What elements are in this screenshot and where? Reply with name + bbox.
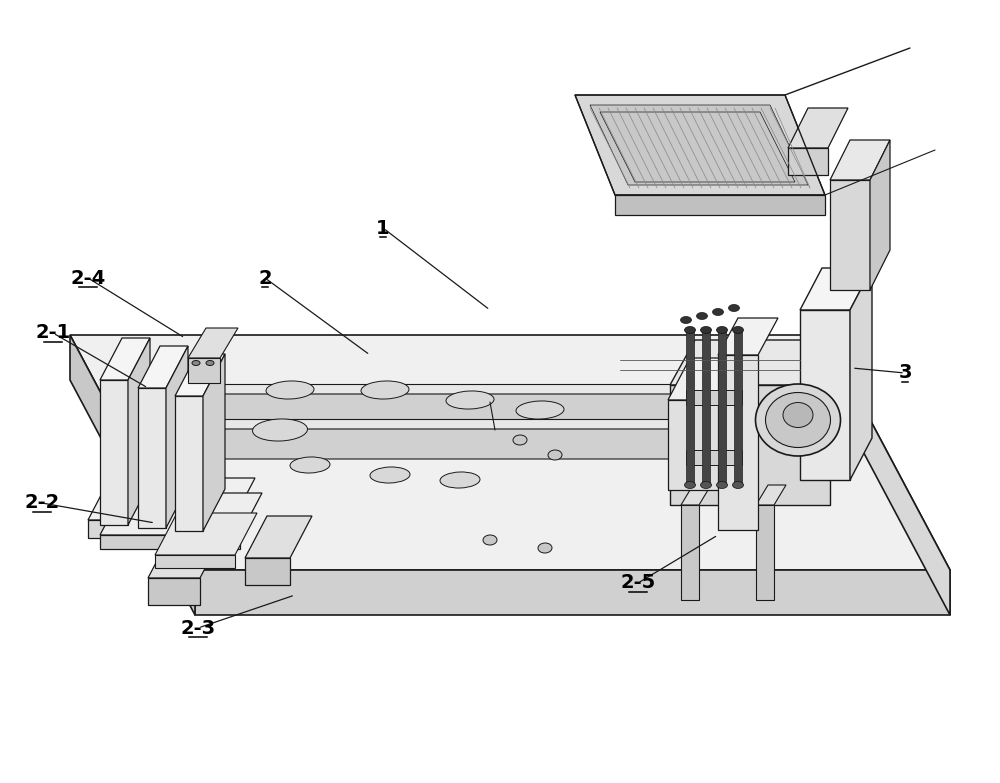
- Ellipse shape: [696, 312, 708, 319]
- Polygon shape: [800, 268, 872, 310]
- Polygon shape: [148, 578, 200, 605]
- Text: 2: 2: [258, 269, 272, 287]
- Text: 2-1: 2-1: [35, 323, 71, 342]
- Polygon shape: [188, 328, 238, 358]
- Ellipse shape: [783, 402, 813, 428]
- Ellipse shape: [266, 381, 314, 399]
- Polygon shape: [686, 390, 742, 405]
- Polygon shape: [205, 419, 775, 429]
- Ellipse shape: [516, 401, 564, 419]
- Polygon shape: [600, 112, 795, 182]
- Polygon shape: [830, 180, 870, 290]
- Ellipse shape: [700, 327, 712, 334]
- Polygon shape: [245, 558, 290, 585]
- Polygon shape: [788, 148, 828, 175]
- Polygon shape: [670, 340, 855, 385]
- Polygon shape: [825, 335, 950, 615]
- Polygon shape: [702, 330, 710, 485]
- Polygon shape: [70, 335, 950, 570]
- Polygon shape: [190, 384, 760, 394]
- Polygon shape: [718, 330, 726, 485]
- Polygon shape: [668, 400, 720, 490]
- Polygon shape: [195, 570, 950, 615]
- Ellipse shape: [700, 482, 712, 489]
- Text: 3: 3: [898, 363, 912, 383]
- Polygon shape: [756, 485, 786, 505]
- Polygon shape: [100, 535, 240, 549]
- Ellipse shape: [513, 435, 527, 445]
- Polygon shape: [100, 338, 150, 380]
- Polygon shape: [138, 346, 188, 388]
- Ellipse shape: [483, 535, 497, 545]
- Polygon shape: [175, 396, 203, 531]
- Polygon shape: [100, 380, 128, 525]
- Polygon shape: [128, 338, 150, 525]
- Polygon shape: [100, 493, 262, 535]
- Polygon shape: [850, 268, 872, 480]
- Ellipse shape: [728, 305, 740, 312]
- Ellipse shape: [192, 360, 200, 366]
- Ellipse shape: [684, 327, 696, 334]
- Ellipse shape: [732, 327, 744, 334]
- Polygon shape: [830, 140, 890, 180]
- Polygon shape: [575, 95, 825, 195]
- Polygon shape: [155, 513, 257, 555]
- Ellipse shape: [361, 381, 409, 399]
- Polygon shape: [670, 385, 830, 505]
- Ellipse shape: [538, 543, 552, 553]
- Polygon shape: [205, 429, 793, 459]
- Ellipse shape: [253, 419, 307, 441]
- Ellipse shape: [206, 360, 214, 366]
- Ellipse shape: [440, 472, 480, 488]
- Ellipse shape: [766, 392, 830, 448]
- Ellipse shape: [370, 467, 410, 483]
- Polygon shape: [681, 505, 699, 600]
- Text: 2-2: 2-2: [24, 493, 60, 513]
- Polygon shape: [686, 450, 742, 465]
- Ellipse shape: [732, 482, 744, 489]
- Polygon shape: [245, 516, 312, 558]
- Polygon shape: [148, 536, 222, 578]
- Polygon shape: [155, 555, 235, 568]
- Polygon shape: [188, 358, 220, 383]
- Polygon shape: [718, 355, 758, 530]
- Ellipse shape: [548, 450, 562, 460]
- Text: 2-4: 2-4: [70, 269, 106, 287]
- Polygon shape: [686, 330, 694, 485]
- Polygon shape: [70, 335, 195, 615]
- Polygon shape: [788, 108, 848, 148]
- Polygon shape: [615, 195, 825, 215]
- Polygon shape: [190, 394, 778, 424]
- Polygon shape: [734, 330, 742, 485]
- Polygon shape: [590, 105, 808, 185]
- Polygon shape: [175, 354, 225, 396]
- Ellipse shape: [684, 482, 696, 489]
- Ellipse shape: [680, 316, 692, 323]
- Polygon shape: [800, 310, 850, 480]
- Ellipse shape: [716, 482, 728, 489]
- Ellipse shape: [756, 384, 840, 456]
- Polygon shape: [166, 346, 188, 528]
- Polygon shape: [138, 388, 166, 528]
- Ellipse shape: [446, 391, 494, 409]
- Polygon shape: [88, 520, 233, 538]
- Text: 2-3: 2-3: [180, 619, 216, 637]
- Polygon shape: [870, 140, 890, 290]
- Text: 2-5: 2-5: [620, 573, 656, 593]
- Polygon shape: [668, 358, 742, 400]
- Polygon shape: [88, 478, 255, 520]
- Text: 1: 1: [376, 218, 390, 237]
- Ellipse shape: [290, 457, 330, 473]
- Polygon shape: [203, 354, 225, 531]
- Polygon shape: [756, 505, 774, 600]
- Ellipse shape: [716, 327, 728, 334]
- Polygon shape: [681, 485, 711, 505]
- Polygon shape: [718, 318, 778, 355]
- Ellipse shape: [712, 309, 724, 316]
